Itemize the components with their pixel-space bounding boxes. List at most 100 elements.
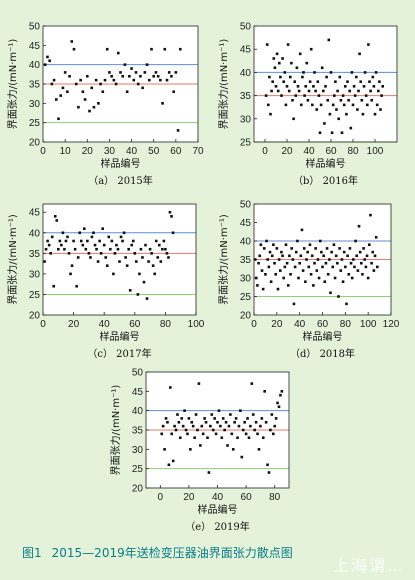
data-point (109, 247, 112, 251)
data-point (369, 89, 372, 93)
subplot-caption: （b） 2016年 (293, 174, 358, 187)
data-point (221, 417, 225, 420)
y-tick-label: 45 (29, 41, 41, 52)
data-point (148, 247, 152, 251)
data-point (125, 264, 129, 267)
data-point (196, 428, 199, 432)
data-point (273, 66, 277, 70)
data-point (370, 261, 373, 265)
data-point (230, 432, 234, 436)
data-point (311, 103, 314, 107)
data-point (147, 260, 150, 263)
data-point (281, 57, 284, 60)
data-point (254, 420, 258, 424)
data-point (318, 239, 322, 243)
x-tick-label: 80 (347, 146, 359, 157)
figure-caption: 图1 2015—2019年送检变压器油界面张力散点图 (22, 544, 303, 561)
data-point (244, 432, 248, 436)
data-point (172, 90, 175, 94)
data-point (368, 243, 371, 246)
y-tick-label: 40 (29, 60, 41, 71)
y-tick-label: 20 (29, 311, 41, 322)
data-point (234, 417, 238, 420)
data-point (170, 432, 174, 436)
y-tick-label: 40 (132, 406, 144, 417)
data-point (48, 59, 51, 63)
data-point (270, 89, 273, 93)
data-point (314, 247, 317, 250)
data-point (116, 247, 120, 251)
data-point (337, 117, 340, 121)
data-point (285, 85, 289, 88)
data-point (73, 247, 77, 251)
data-point (210, 413, 214, 416)
data-point (352, 85, 356, 88)
data-point (276, 89, 280, 93)
data-point (280, 390, 284, 393)
data-point (352, 258, 355, 261)
data-point (370, 98, 373, 102)
data-point (193, 436, 196, 440)
data-point (108, 71, 111, 74)
x-tick-label: 60 (325, 146, 337, 157)
data-point (271, 432, 275, 436)
x-tick-label: 70 (192, 146, 204, 157)
data-point (164, 247, 167, 251)
x-tick-label: 20 (281, 146, 293, 157)
x-tick-label: 40 (99, 319, 111, 330)
data-point (247, 436, 251, 440)
y-axis-label: 界面张力/(mN·m⁻¹) (6, 214, 19, 305)
data-point (312, 284, 315, 287)
plot-area (43, 204, 196, 315)
data-point (266, 258, 269, 261)
data-point (165, 252, 169, 255)
data-point (141, 256, 144, 259)
data-point (304, 85, 307, 88)
data-point (151, 264, 155, 267)
data-point (350, 71, 354, 74)
data-point (59, 94, 63, 97)
data-point (355, 75, 358, 79)
y-tick-label: 20 (240, 311, 252, 322)
data-point (167, 71, 171, 74)
data-point (300, 228, 304, 232)
data-point (178, 47, 182, 51)
data-point (368, 80, 371, 83)
data-point (241, 428, 245, 432)
data-point (267, 103, 270, 107)
data-point (286, 284, 290, 287)
data-point (79, 239, 83, 243)
data-point (295, 66, 299, 70)
data-point (130, 67, 133, 70)
data-point (121, 239, 124, 243)
data-point (55, 219, 59, 222)
data-point (187, 417, 191, 420)
x-tick-label: 20 (82, 146, 94, 157)
data-point (99, 82, 102, 86)
data-point (63, 71, 67, 74)
data-point (236, 436, 239, 440)
data-point (293, 265, 297, 269)
y-tick-label: 30 (29, 269, 41, 280)
data-point (356, 108, 359, 111)
y-tick-label: 20 (29, 138, 41, 149)
chart-panel-1: 20 25 30 35 40 45 50 0 10 20 30 40 50 60 70 样品编号 界面张力/(m… (6, 22, 204, 188)
data-point (233, 420, 236, 424)
data-point (290, 247, 293, 250)
data-point (296, 85, 300, 88)
data-point (335, 108, 338, 111)
data-point (154, 71, 158, 74)
data-point (57, 117, 60, 121)
data-point (119, 235, 123, 239)
data-point (298, 261, 301, 265)
data-point (107, 235, 111, 239)
data-point (362, 85, 366, 88)
data-point (357, 89, 360, 93)
chart-panel-2: 25 30 35 40 45 50 0 20 40 60 80 100 样品编号 界面张力/(mN·m⁻¹… (217, 22, 398, 187)
data-point (322, 89, 325, 93)
y-axis-label: 界面张力/(mN·m⁻¹) (217, 39, 230, 130)
data-point (272, 57, 276, 60)
data-point (303, 94, 306, 97)
data-point (85, 74, 89, 78)
